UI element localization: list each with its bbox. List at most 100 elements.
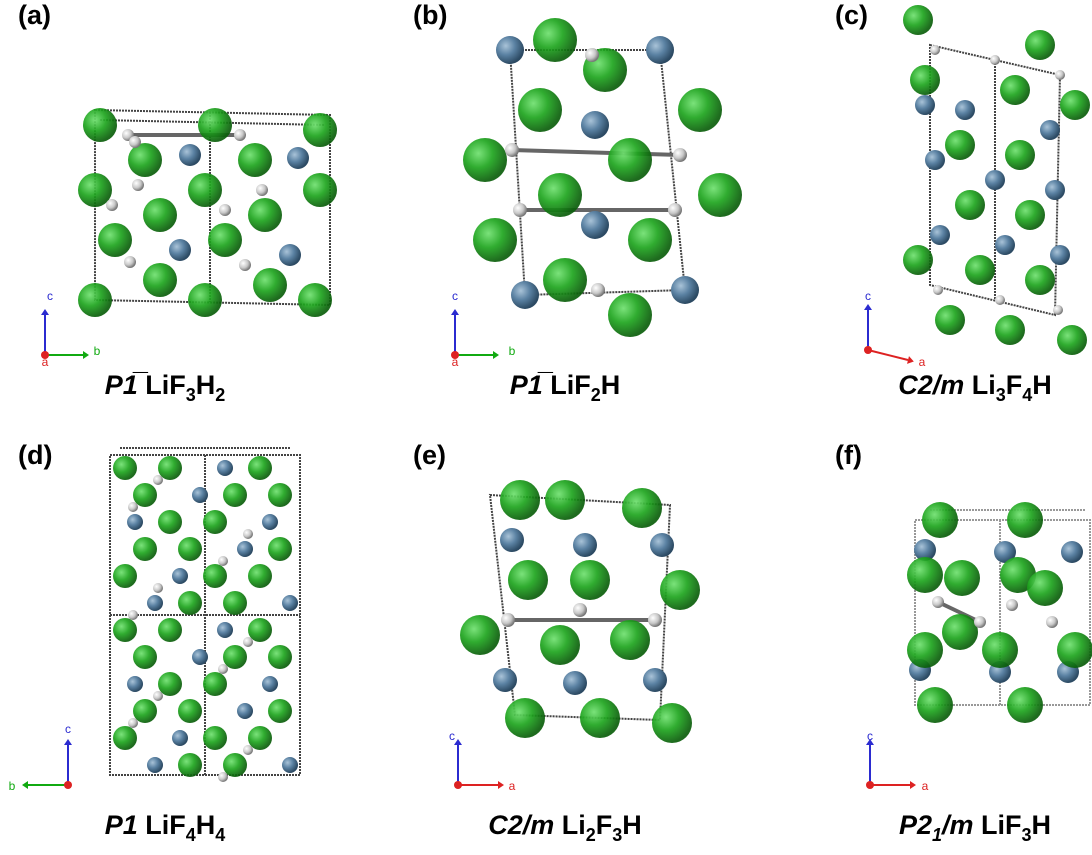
formula-part: F [169, 370, 186, 400]
atom [643, 668, 667, 692]
arrow-head [451, 309, 459, 315]
formula-part: Li [145, 370, 169, 400]
atom [223, 591, 247, 615]
atom [545, 480, 585, 520]
caption: C2/m Li2F3H [488, 810, 642, 846]
arrow-head [907, 356, 914, 364]
axis-label: c [867, 729, 873, 743]
atom [203, 564, 227, 588]
atom [268, 645, 292, 669]
atom [268, 483, 292, 507]
atom [511, 281, 539, 309]
arrow-head [22, 781, 28, 789]
formula-part: 2 [586, 825, 596, 845]
formula-part: Li [562, 810, 586, 840]
structures: cabcabcacbcaca [0, 0, 1092, 855]
atom [223, 753, 247, 777]
atom [78, 283, 112, 317]
formula-part: Li [550, 370, 574, 400]
atom [113, 726, 137, 750]
formula-part: 4 [215, 825, 225, 845]
formula-part: 3 [1022, 825, 1032, 845]
atom [238, 143, 272, 177]
atom [143, 263, 177, 297]
space-group: P1 [105, 810, 138, 840]
atom [1045, 180, 1065, 200]
formula-part: 2 [591, 385, 601, 405]
atom [610, 620, 650, 660]
formula-part: H [1032, 810, 1052, 840]
atom [179, 144, 201, 166]
atom [153, 583, 163, 593]
atom [218, 556, 228, 566]
formula-part: F [1005, 810, 1022, 840]
atom [501, 613, 515, 627]
atom [83, 108, 117, 142]
arrow-head [41, 309, 49, 315]
atom [147, 757, 163, 773]
axis-origin [41, 351, 49, 359]
atom [237, 703, 253, 719]
atom [1007, 502, 1043, 538]
atom [925, 150, 945, 170]
atom [505, 698, 545, 738]
atom [219, 204, 231, 216]
space-group: C2/m [898, 370, 964, 400]
formula-part: H [622, 810, 642, 840]
atom [995, 295, 1005, 305]
axis-origin [864, 346, 872, 354]
atom [990, 55, 1000, 65]
axis-label: a [919, 355, 926, 369]
atom [944, 560, 980, 596]
atom [143, 198, 177, 232]
caption: P1̅ LiF2H [510, 370, 621, 406]
atom [1057, 632, 1092, 668]
atom [570, 560, 610, 600]
axis-origin [451, 351, 459, 359]
atom [533, 18, 577, 62]
atom [203, 510, 227, 534]
atom [500, 528, 524, 552]
atom [223, 483, 247, 507]
space-group: 1 [932, 825, 942, 845]
atom [493, 668, 517, 692]
axis-label: c [47, 289, 53, 303]
formula-part: 3 [186, 385, 196, 405]
atom [573, 533, 597, 557]
atom [974, 616, 986, 628]
atom [463, 138, 507, 182]
atom [98, 223, 132, 257]
atom [1025, 30, 1055, 60]
atom [243, 745, 253, 755]
atom [268, 699, 292, 723]
formula-part: F [1006, 370, 1023, 400]
arrow-head [498, 781, 504, 789]
formula-part: F [169, 810, 186, 840]
atom [248, 618, 272, 642]
atom [248, 456, 272, 480]
atom [1053, 305, 1063, 315]
axis-label: b [509, 344, 516, 358]
axis-label: c [65, 722, 71, 736]
atom [903, 5, 933, 35]
space-group: P1̅ [105, 370, 138, 400]
atom [1025, 265, 1055, 295]
atom [208, 223, 242, 257]
formula-part: 2 [215, 385, 225, 405]
atom [581, 111, 609, 139]
panel-label: (f) [835, 440, 862, 471]
atom [303, 113, 337, 147]
atom [543, 258, 587, 302]
atom [172, 568, 188, 584]
formula-part: H [196, 370, 216, 400]
atom [930, 45, 940, 55]
atom [907, 557, 943, 593]
atom [113, 618, 137, 642]
atom [217, 622, 233, 638]
atom [262, 676, 278, 692]
atom [237, 541, 253, 557]
atom [668, 203, 682, 217]
atom [239, 259, 251, 271]
atom [903, 245, 933, 275]
atom [628, 218, 672, 262]
